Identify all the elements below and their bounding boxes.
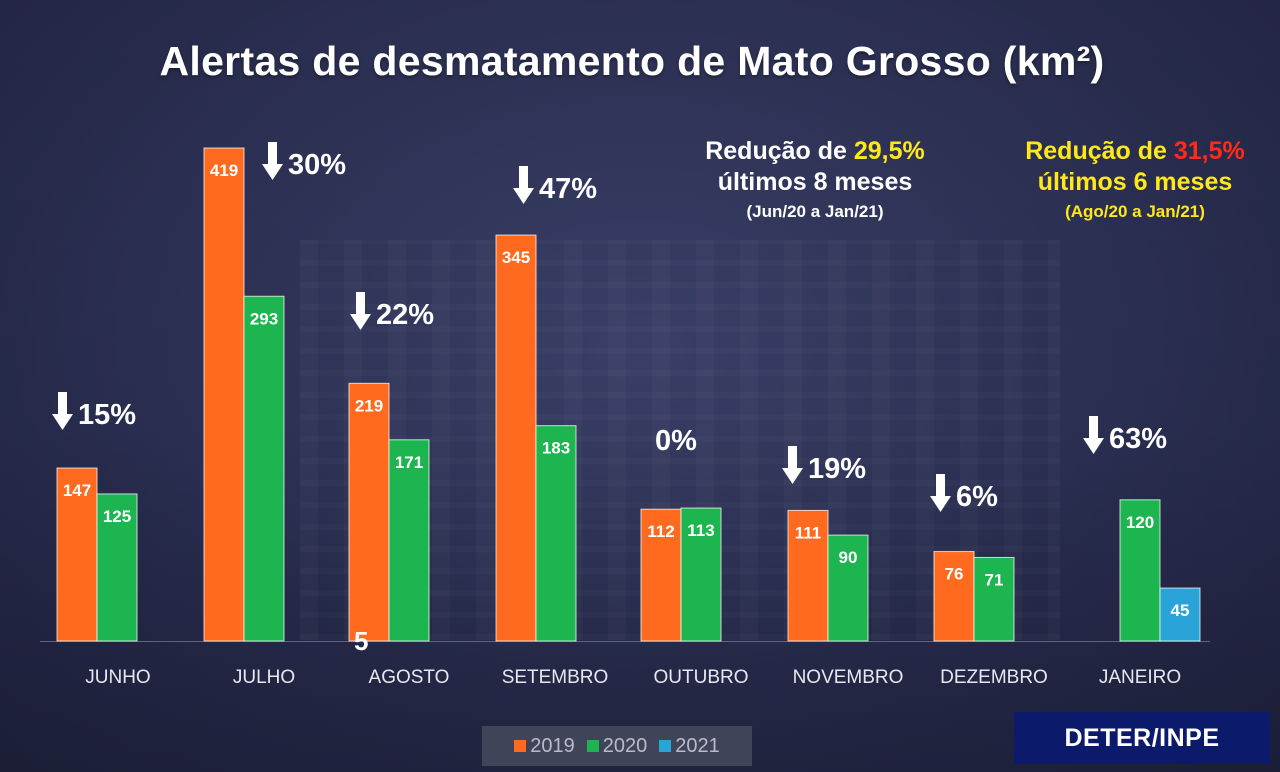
bar-2020-julho xyxy=(243,295,285,642)
stray-label: 5 xyxy=(354,626,369,656)
bar-2019-outubro xyxy=(640,508,682,642)
change-label-novembro: 19% xyxy=(808,453,866,485)
change-label-setembro: 47% xyxy=(539,173,597,205)
bar-2020-outubro xyxy=(680,507,722,642)
data-label-2019-outubro: 112 xyxy=(647,522,674,541)
data-label-2019-julho: 419 xyxy=(210,161,238,180)
bar-2020-junho xyxy=(96,493,138,642)
bar-2019-setembro xyxy=(495,234,537,642)
data-label-2020-setembro: 183 xyxy=(542,439,570,458)
arrow-shaft xyxy=(936,474,945,498)
note-value: 31,5% xyxy=(1173,137,1245,165)
down-arrow-icon xyxy=(513,166,534,204)
arrow-head xyxy=(350,314,371,330)
arrow-shaft xyxy=(519,166,528,190)
change-label-junho: 15% xyxy=(78,399,136,431)
chart-title: Alertas de desmatamento de Mato Grosso (… xyxy=(159,38,1105,84)
bar-2020-setembro xyxy=(535,425,577,642)
data-label-2020-janeiro: 120 xyxy=(1126,513,1154,532)
data-label-2020-julho: 293 xyxy=(250,309,278,328)
data-label-2020-junho: 125 xyxy=(103,507,131,526)
arrow-shaft xyxy=(58,392,67,416)
down-arrow-icon xyxy=(262,142,283,180)
note-range: (Jun/20 a Jan/21) xyxy=(746,201,884,221)
data-label-2020-outubro: 113 xyxy=(687,521,714,540)
arrow-head xyxy=(782,468,803,484)
legend-label: 2020 xyxy=(602,734,648,757)
bar-2020-novembro xyxy=(827,534,869,642)
source-badge: DETER/INPE xyxy=(1014,712,1270,764)
change-label-outubro: 0% xyxy=(655,425,697,457)
bar-2020-janeiro xyxy=(1119,499,1161,642)
x-tick-label-junho: JUNHO xyxy=(85,667,150,688)
note-period: últimos 6 meses xyxy=(1037,168,1233,197)
note-range: (Ago/20 a Jan/21) xyxy=(1065,201,1205,221)
bar-2019-dezembro xyxy=(933,551,975,642)
change-label-julho: 30% xyxy=(288,149,346,181)
change-label-dezembro: 6% xyxy=(956,481,998,513)
data-label-2020-novembro: 90 xyxy=(839,548,858,567)
reduction-note-8-months: Redução de 29,5% últimos 8 meses (Jun/20… xyxy=(660,136,970,222)
arrow-head xyxy=(513,188,534,204)
bar-2019-novembro xyxy=(787,509,829,642)
legend-item-2020: 2020 xyxy=(586,734,648,758)
down-arrow-icon xyxy=(1083,416,1104,454)
data-label-2019-dezembro: 76 xyxy=(945,565,964,584)
arrow-shaft xyxy=(788,446,797,470)
x-tick-label-setembro: SETEMBRO xyxy=(502,667,609,688)
arrow-shaft xyxy=(268,142,277,166)
down-arrow-icon xyxy=(350,292,371,330)
bar-2021-janeiro xyxy=(1159,587,1201,642)
data-label-2019-novembro: 111 xyxy=(795,523,822,542)
arrow-shaft xyxy=(356,292,365,316)
down-arrow-icon xyxy=(52,392,73,430)
note-prefix: Redução de xyxy=(705,137,854,165)
note-value: 29,5% xyxy=(853,137,925,165)
arrow-head xyxy=(262,164,283,180)
data-label-2019-junho: 147 xyxy=(63,481,91,500)
arrow-head xyxy=(1083,438,1104,454)
legend-swatch-2020 xyxy=(586,740,599,752)
x-tick-label-agosto: AGOSTO xyxy=(369,667,450,688)
x-tick-label-julho: JULHO xyxy=(233,667,295,688)
data-label-2020-agosto: 171 xyxy=(395,453,423,472)
down-arrow-icon xyxy=(930,474,951,512)
x-tick-label-novembro: NOVEMBRO xyxy=(793,667,904,688)
bar-2020-agosto xyxy=(388,439,430,642)
legend-label: 2021 xyxy=(675,734,720,757)
x-tick-label-janeiro: JANEIRO xyxy=(1099,667,1181,688)
bar-2019-agosto xyxy=(348,382,390,642)
data-label-2019-agosto: 219 xyxy=(355,396,383,415)
arrow-shaft xyxy=(1089,416,1098,440)
reduction-note-6-months: Redução de 31,5% últimos 6 meses (Ago/20… xyxy=(990,136,1280,222)
x-tick-label-outubro: OUTUBRO xyxy=(654,667,749,688)
bar-2019-julho xyxy=(203,147,245,642)
legend: 2019 2020 2021 xyxy=(482,726,752,766)
legend-swatch-2021 xyxy=(659,740,672,752)
bar-2020-dezembro xyxy=(973,556,1015,642)
note-period: últimos 8 meses xyxy=(717,168,913,197)
legend-label: 2019 xyxy=(530,734,575,757)
note-prefix: Redução de xyxy=(1025,137,1174,165)
data-label-2021-janeiro: 45 xyxy=(1171,601,1190,620)
change-label-agosto: 22% xyxy=(376,299,434,331)
data-label-2020-dezembro: 71 xyxy=(985,570,1004,589)
legend-swatch-2019 xyxy=(514,740,527,752)
down-arrow-icon xyxy=(782,446,803,484)
data-label-2019-setembro: 345 xyxy=(502,248,530,267)
arrow-head xyxy=(930,496,951,512)
x-tick-label-dezembro: DEZEMBRO xyxy=(940,667,1048,688)
change-label-janeiro: 63% xyxy=(1109,423,1167,455)
arrow-head xyxy=(52,414,73,430)
legend-item-2019: 2019 xyxy=(514,735,575,758)
legend-item-2021: 2021 xyxy=(659,735,720,758)
